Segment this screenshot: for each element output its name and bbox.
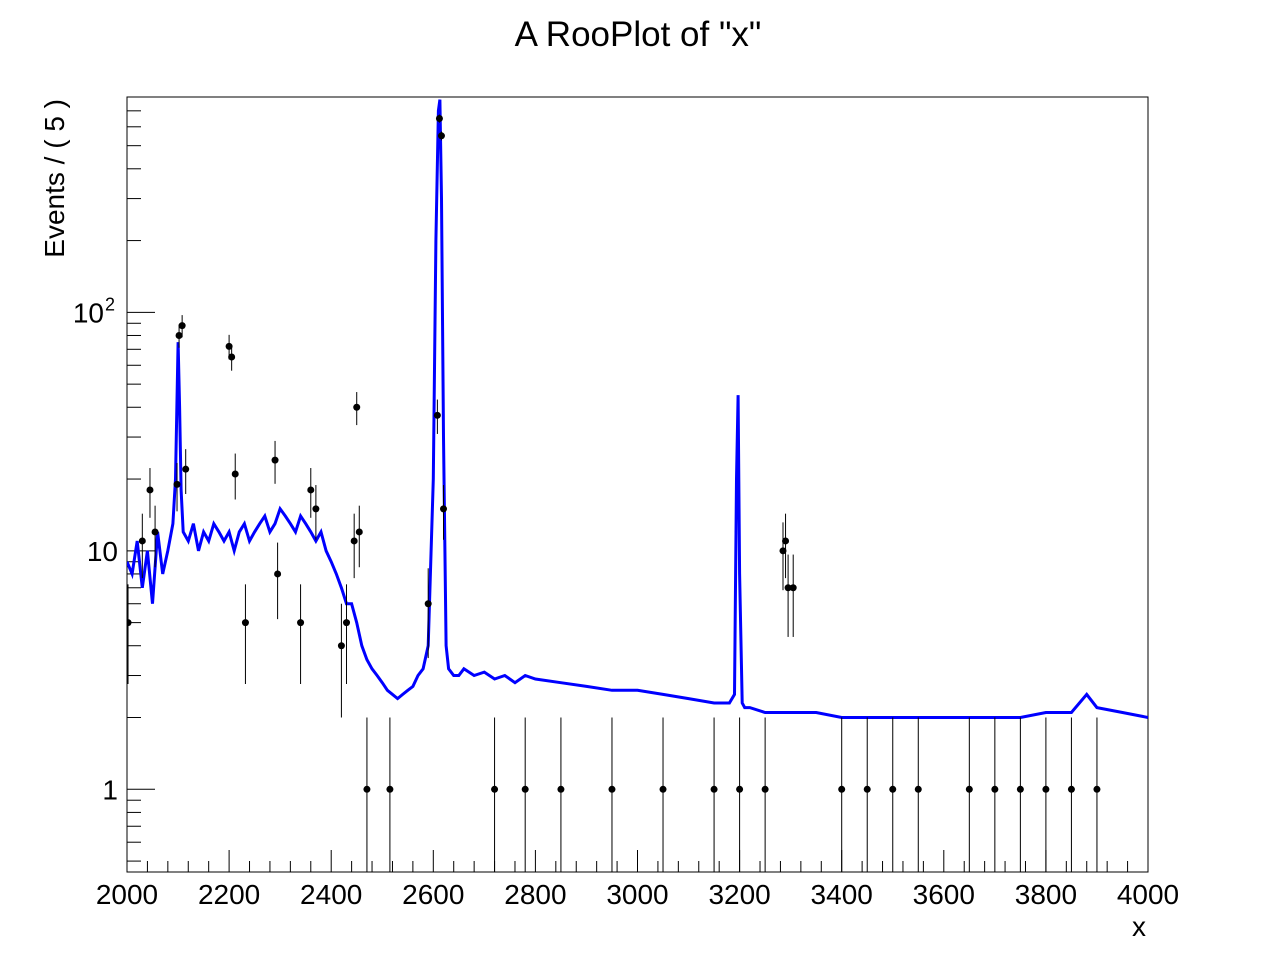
data-point xyxy=(175,331,183,339)
y-tick-label: 10 xyxy=(87,536,118,567)
data-point xyxy=(353,403,361,411)
data-point xyxy=(991,785,999,793)
x-tick-label: 2800 xyxy=(504,879,566,910)
y-tick-exponent: 2 xyxy=(105,294,115,314)
data-point xyxy=(386,785,394,793)
data-point xyxy=(440,505,448,513)
data-point xyxy=(761,785,769,793)
x-tick-label: 2200 xyxy=(198,879,260,910)
data-point xyxy=(433,411,441,419)
y-tick-label: 1 xyxy=(102,774,118,805)
data-point xyxy=(307,486,315,494)
data-point xyxy=(274,570,282,578)
data-point xyxy=(557,785,565,793)
data-point xyxy=(789,584,797,592)
data-point xyxy=(178,322,186,330)
data-point xyxy=(521,785,529,793)
y-tick-label: 10 xyxy=(73,297,104,328)
x-tick-label: 2600 xyxy=(402,879,464,910)
data-point xyxy=(127,619,132,627)
data-point xyxy=(965,785,973,793)
data-point xyxy=(491,785,499,793)
data-point xyxy=(271,456,279,464)
data-point xyxy=(1016,785,1024,793)
x-tick-label: 2400 xyxy=(300,879,362,910)
data-point xyxy=(782,537,790,545)
data-point xyxy=(779,547,787,555)
data-point xyxy=(736,785,744,793)
data-point xyxy=(350,537,358,545)
data-point xyxy=(838,785,846,793)
data-point xyxy=(228,353,236,361)
data-point xyxy=(424,600,432,608)
x-tick-label: 4000 xyxy=(1117,879,1179,910)
data-point xyxy=(297,619,305,627)
x-tick-label: 3200 xyxy=(708,879,770,910)
data-point xyxy=(1067,785,1075,793)
x-axis-label: x xyxy=(1132,911,1146,942)
x-tick-label: 3600 xyxy=(913,879,975,910)
data-point xyxy=(435,115,443,123)
x-tick-label: 3800 xyxy=(1015,879,1077,910)
data-point xyxy=(241,619,249,627)
data-point xyxy=(608,785,616,793)
data-point xyxy=(337,642,345,650)
data-point xyxy=(355,528,363,536)
data-point xyxy=(312,505,320,513)
tick-labels: 2000 2200 2400 2600 2800 3000 3200 3400 3600 3800… xyxy=(73,294,1179,910)
data-point xyxy=(225,342,233,350)
series-line xyxy=(127,99,1148,719)
data-point xyxy=(889,785,897,793)
data-point xyxy=(1093,785,1101,793)
data-point xyxy=(343,619,351,627)
x-tick-label: 2000 xyxy=(96,879,158,910)
data-point xyxy=(784,584,792,592)
data-point xyxy=(151,528,159,536)
data-point xyxy=(863,785,871,793)
data-series xyxy=(127,99,1148,872)
y-axis-label: Events / ( 5 ) xyxy=(39,99,70,258)
data-point xyxy=(710,785,718,793)
data-point xyxy=(231,470,239,478)
data-point xyxy=(182,465,190,473)
data-point xyxy=(914,785,922,793)
data-point xyxy=(437,132,445,140)
data-point xyxy=(173,480,181,488)
data-point xyxy=(659,785,667,793)
data-point xyxy=(146,486,154,494)
chart-title: A RooPlot of "x" xyxy=(515,15,762,54)
x-tick-label: 3400 xyxy=(811,879,873,910)
x-tick-label: 3000 xyxy=(606,879,668,910)
data-point xyxy=(138,537,146,545)
data-point xyxy=(1042,785,1050,793)
data-point xyxy=(363,785,371,793)
